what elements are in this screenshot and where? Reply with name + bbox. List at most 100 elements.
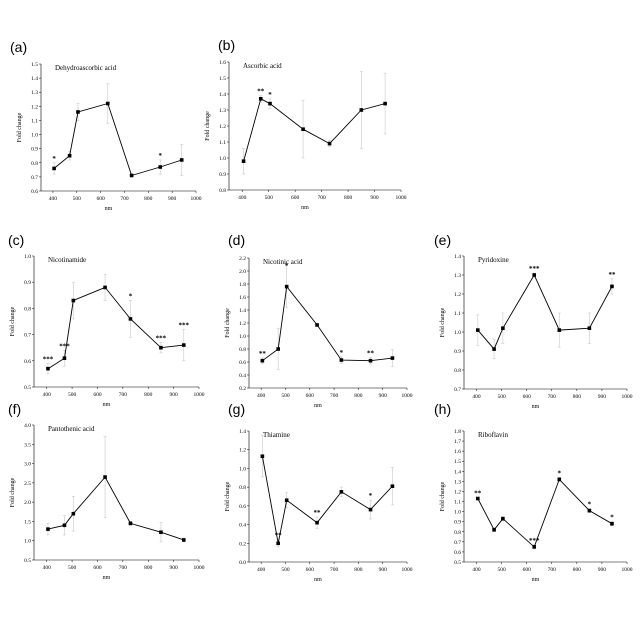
panel-letter: (h) [434,401,451,417]
x-tick-label: 500 [73,196,82,202]
y-axis-label: Fold change [225,481,231,511]
y-tick-label: 1.5 [454,459,461,465]
y-tick-label: 2.2 [239,256,246,262]
data-point [68,154,72,158]
significance-label: * [340,349,344,357]
significance-label: *** [529,537,540,545]
y-tick-label: 4.0 [24,423,31,429]
y-tick-label: 1.8 [239,282,246,288]
x-tick-label: 1000 [396,195,407,201]
significance-label: *** [59,342,70,350]
chart-title: Thiamine [263,431,290,439]
y-tick-label: 3.5 [24,442,31,448]
y-tick-label: 0.5 [454,560,461,566]
y-tick-label: 0.4 [239,523,246,529]
series-line [48,287,184,368]
x-tick-label: 500 [497,394,506,400]
data-point [182,343,186,347]
y-tick-label: 0.9 [454,520,461,526]
chart-title: Ascorbic acid [243,62,282,70]
x-tick-label: 400 [49,196,58,202]
y-tick-label: 1.3 [454,273,461,279]
y-tick-label: 0.7 [24,333,31,339]
y-tick-label: 1.0 [239,334,246,340]
y-axis-label: Fold change [17,112,23,142]
x-tick-label: 600 [523,567,532,573]
x-tick-label: 1000 [402,393,413,399]
panel-letter: (e) [434,232,451,248]
y-tick-label: 1.4 [454,469,461,475]
x-tick-label: 700 [330,393,339,399]
y-tick-label: 1.6 [219,60,226,66]
x-tick-label: 800 [344,195,353,201]
x-tick-label: 800 [354,393,363,399]
y-axis-label: Fold change [225,308,231,338]
significance-label: * [588,501,592,509]
x-tick-label: 1000 [194,565,205,571]
y-tick-label: 0.8 [239,347,246,353]
x-axis-label: nm [103,402,111,408]
x-axis-label: nm [314,577,322,583]
y-tick-label: 0.2 [239,541,246,547]
chart-panel-4: (d)Nicotinic acid0.20.40.60.81.01.21.41.… [225,232,413,409]
data-point [476,328,480,332]
y-tick-label: 0.7 [31,175,38,181]
x-tick-label: 900 [379,567,388,573]
data-point [276,347,280,351]
chart-title: Nicotinic acid [263,258,303,266]
data-point [391,484,395,488]
data-point [46,527,50,531]
y-tick-label: 1.0 [24,254,31,260]
chart-title: Pantothenic acid [48,425,95,433]
data-point [557,478,561,482]
data-point [158,165,162,169]
data-point [63,356,67,360]
x-axis-label: nm [105,206,113,212]
significance-label: * [268,91,272,99]
chart-title: Dehydroascorbic acid [55,64,117,72]
significance-label: *** [179,321,190,329]
y-tick-label: 0.9 [219,172,226,178]
y-tick-label: 1.1 [454,500,461,506]
significance-label: * [129,293,133,301]
chart-panel-1: (a)Dehydroascorbic acid0.60.70.80.91.01.… [10,39,202,212]
y-tick-label: 1.2 [239,321,246,327]
x-tick-label: 800 [573,394,582,400]
significance-label: ** [474,490,482,498]
axis-frame [34,256,199,387]
y-tick-label: 2.5 [24,481,31,487]
x-tick-label: 900 [598,567,607,573]
y-tick-label: 0.8 [219,188,226,194]
x-tick-label: 800 [144,392,153,398]
y-axis-label: Fold change [440,481,446,511]
axis-frame [34,425,199,560]
y-tick-label: 1.0 [24,539,31,545]
x-tick-label: 700 [548,394,557,400]
y-tick-label: 0.7 [454,387,461,393]
axis-frame [464,256,627,389]
x-tick-label: 700 [119,392,128,398]
panel-letter: (g) [228,401,245,417]
data-point [276,541,280,545]
x-tick-label: 700 [119,565,128,571]
y-tick-label: 0.6 [454,550,461,556]
chart-title: Riboflavin [478,431,508,439]
data-point [340,358,344,362]
data-point [360,108,364,112]
x-tick-label: 600 [306,393,315,399]
chart-title: Nicotinamide [48,256,86,264]
significance-label: * [285,262,289,270]
data-point [259,97,263,101]
data-point [557,328,561,332]
data-point [369,508,373,512]
y-tick-label: 0.5 [24,385,31,391]
y-tick-label: 1.4 [239,429,246,435]
y-tick-label: 1.1 [31,118,38,124]
y-tick-label: 1.3 [454,479,461,485]
significance-label: ** [608,271,616,279]
series-line [244,99,386,161]
y-tick-label: 0.8 [24,306,31,312]
panel-letter: (a) [10,39,27,55]
x-tick-label: 400 [472,394,481,400]
data-point [106,102,110,106]
